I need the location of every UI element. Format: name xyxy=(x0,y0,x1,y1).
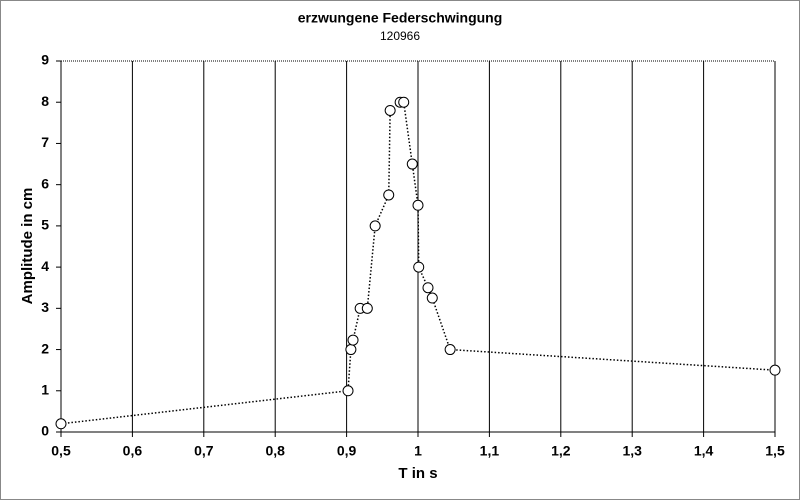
data-point xyxy=(345,344,357,356)
x-tick-label: 0,9 xyxy=(337,443,357,459)
y-tick-label: 2 xyxy=(41,340,49,356)
x-axis-label: T in s xyxy=(398,465,437,482)
x-tick-label: 0,5 xyxy=(51,443,71,459)
x-tick-label: 0,7 xyxy=(194,443,214,459)
x-tick-label: 0,6 xyxy=(123,443,143,459)
y-tick-label: 8 xyxy=(41,93,49,109)
data-point xyxy=(769,364,781,376)
x-tick-label: 1,4 xyxy=(694,443,714,459)
x-tick-label: 1,2 xyxy=(551,443,571,459)
data-point xyxy=(347,334,359,346)
data-point xyxy=(383,189,395,201)
y-tick-label: 1 xyxy=(41,381,49,397)
data-point xyxy=(384,104,396,116)
data-point xyxy=(412,199,424,211)
data-point xyxy=(444,344,456,356)
x-tick-label: 1,1 xyxy=(480,443,500,459)
data-point xyxy=(413,261,425,273)
data-point xyxy=(422,282,434,294)
y-tick-label: 5 xyxy=(41,217,49,233)
chart-subtitle: 120966 xyxy=(380,29,420,43)
x-tick-label: 1 xyxy=(414,443,422,459)
data-point xyxy=(369,220,381,232)
y-axis-label: Amplitude in cm xyxy=(19,188,36,305)
data-point xyxy=(426,292,438,304)
data-point xyxy=(342,385,354,397)
data-point xyxy=(406,158,418,170)
y-tick-label: 6 xyxy=(41,175,49,191)
y-tick-label: 3 xyxy=(41,299,49,315)
y-tick-label: 9 xyxy=(41,52,49,68)
y-tick-label: 0 xyxy=(41,423,49,439)
y-tick-label: 7 xyxy=(41,134,49,150)
x-tick-label: 1,5 xyxy=(765,443,785,459)
y-tick-label: 4 xyxy=(41,258,49,274)
x-tick-label: 1,3 xyxy=(622,443,642,459)
data-point xyxy=(398,96,410,108)
data-point xyxy=(361,302,373,314)
data-point xyxy=(55,418,67,430)
x-tick-label: 0,8 xyxy=(265,443,285,459)
chart-title: erzwungene Federschwingung xyxy=(298,10,503,26)
